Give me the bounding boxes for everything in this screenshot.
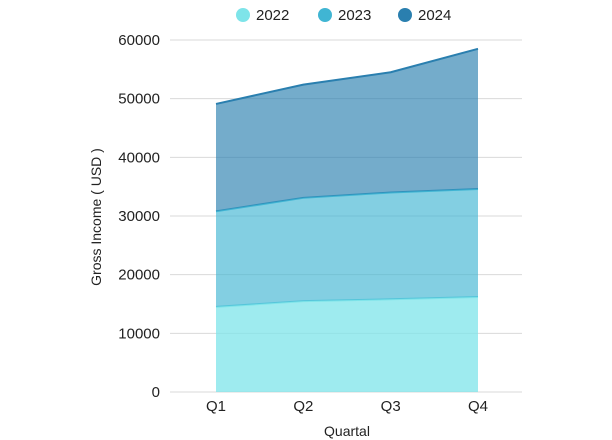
legend-label: 2023 [338, 7, 371, 24]
y-axis-title: Gross Income ( USD ) [88, 148, 104, 286]
x-tick-labels: Q1 Q2 Q3 Q4 [206, 398, 488, 415]
legend-swatch [398, 8, 412, 22]
y-tick-label: 60000 [118, 32, 160, 49]
legend-swatch [236, 8, 250, 22]
x-tick-label: Q3 [381, 398, 401, 415]
y-tick-labels: 0 10000 20000 30000 40000 50000 60000 [118, 32, 160, 401]
y-tick-label: 40000 [118, 149, 160, 166]
x-axis-title: Quartal [324, 423, 370, 439]
line-2024 [215, 47, 479, 105]
y-tick-label: 0 [152, 384, 160, 401]
y-tick-label: 10000 [118, 325, 160, 342]
legend: 2022 2023 2024 [236, 7, 451, 24]
area-series [215, 47, 479, 392]
y-tick-label: 30000 [118, 208, 160, 225]
area-2022 [216, 296, 478, 392]
legend-swatch [318, 8, 332, 22]
legend-item[interactable]: 2024 [398, 7, 451, 24]
area-2023 [216, 189, 478, 307]
x-tick-label: Q1 [206, 398, 226, 415]
y-tick-label: 50000 [118, 91, 160, 108]
legend-label: 2024 [418, 7, 451, 24]
y-tick-label: 20000 [118, 267, 160, 284]
legend-item[interactable]: 2023 [318, 7, 371, 24]
x-tick-label: Q2 [293, 398, 313, 415]
x-tick-label: Q4 [468, 398, 488, 415]
legend-item[interactable]: 2022 [236, 7, 289, 24]
area-2024 [216, 48, 478, 212]
legend-label: 2022 [256, 7, 289, 24]
